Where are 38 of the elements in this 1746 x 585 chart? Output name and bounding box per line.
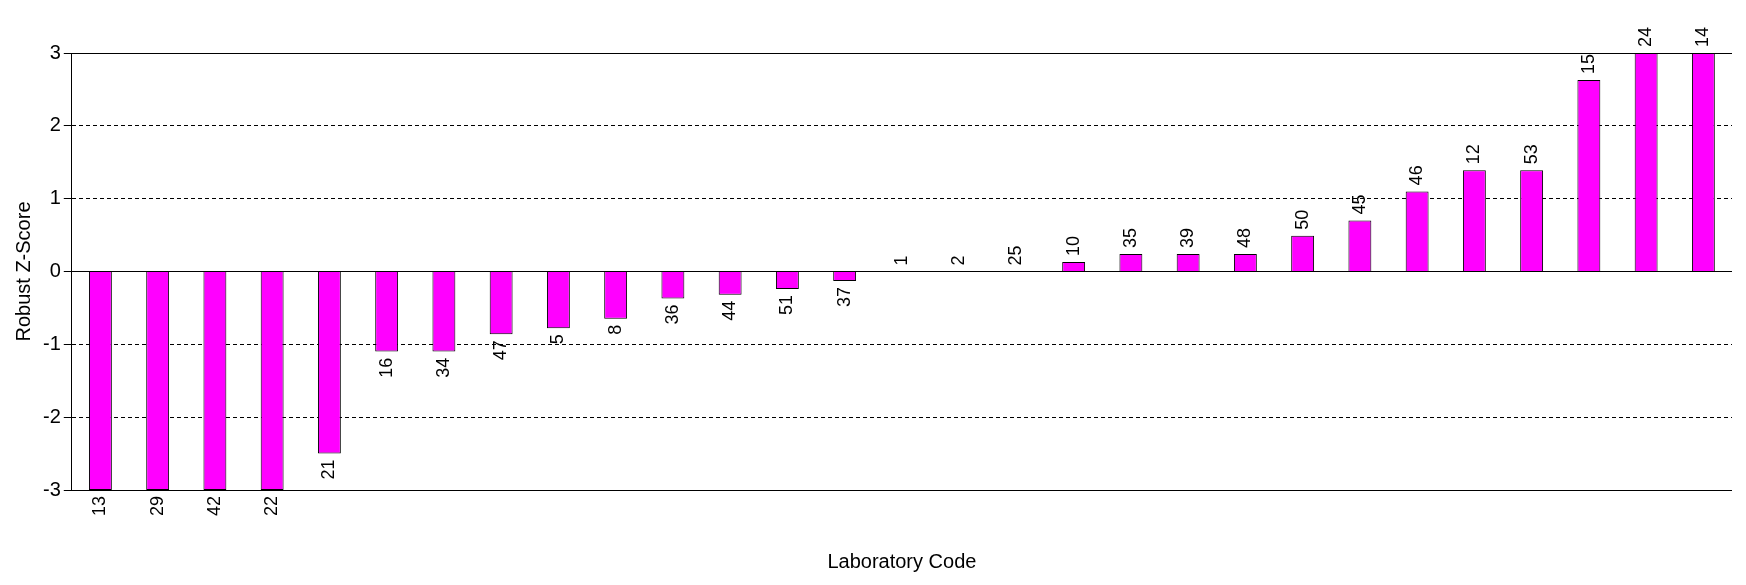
x-tick-label: 21 — [318, 459, 339, 480]
x-tick-label: 35 — [1119, 227, 1140, 249]
x-tick-label: 45 — [1348, 194, 1369, 215]
y-tick-label: -2 — [42, 404, 61, 427]
x-tick-label: 10 — [1062, 236, 1083, 257]
x-tick-label: 29 — [146, 496, 167, 517]
x-tick-label: 13 — [89, 496, 110, 517]
x-tick-label: 46 — [1406, 165, 1427, 186]
x-tick-label: 47 — [490, 340, 511, 361]
x-axis-title: Laboratory Code — [827, 549, 977, 572]
y-tick-label: 1 — [49, 186, 61, 209]
x-tick-label: 50 — [1291, 209, 1312, 230]
x-tick-label: 42 — [203, 496, 224, 517]
x-tick-label: 12 — [1463, 144, 1484, 165]
x-tick-label: 5 — [547, 334, 568, 345]
y-tick-label: 3 — [49, 40, 61, 63]
x-tick-label: 8 — [604, 324, 625, 335]
y-tick-label: 0 — [49, 259, 61, 282]
x-tick-label: 34 — [432, 357, 453, 378]
x-tick-label: 37 — [833, 286, 854, 307]
x-tick-label: 14 — [1692, 26, 1713, 47]
x-tick-label: 51 — [776, 294, 797, 316]
x-tick-label: 36 — [661, 304, 682, 325]
x-tick-label: 39 — [1177, 227, 1198, 249]
x-tick-label: 25 — [1005, 245, 1026, 266]
y-tick-label: 2 — [49, 113, 61, 136]
x-tick-label: 1 — [890, 255, 911, 266]
x-tick-label: 48 — [1234, 227, 1255, 249]
y-tick-label: -3 — [42, 477, 61, 500]
x-tick-label: 22 — [261, 496, 282, 517]
x-tick-label: 15 — [1577, 53, 1598, 74]
x-tick-label: 44 — [719, 300, 740, 321]
x-tick-label: 24 — [1635, 26, 1656, 47]
y-tick-label: -1 — [42, 331, 61, 354]
x-tick-label: 2 — [948, 255, 969, 266]
x-tick-label: 53 — [1520, 144, 1541, 165]
x-tick-label: 16 — [375, 357, 396, 378]
y-axis-title: Robust Z-Score — [11, 201, 34, 342]
